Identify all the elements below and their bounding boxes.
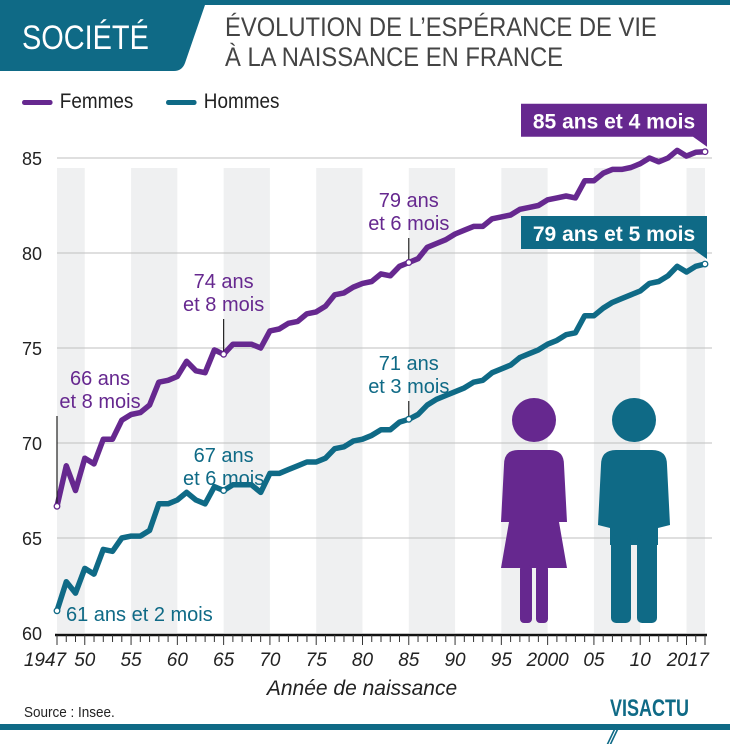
man-icon-leg	[611, 535, 631, 623]
background-stripe	[223, 168, 270, 633]
x-tick-label: 2000	[525, 650, 569, 671]
annotation-label-hommes: 67 ans	[194, 445, 254, 467]
woman-icon-body	[501, 450, 567, 568]
annotation-label-femmes: et 8 mois	[183, 294, 264, 316]
annotation-label-hommes: et 6 mois	[183, 468, 264, 490]
x-axis-label: Année de naissance	[265, 677, 457, 700]
annotation-label-femmes: 74 ans	[194, 271, 254, 293]
chart-title-line1: ÉVOLUTION DE L’ESPÉRANCE DE VIE	[225, 12, 657, 42]
y-tick-label: 70	[22, 434, 42, 454]
x-tick-label: 70	[259, 650, 281, 671]
x-tick-label: 55	[120, 650, 142, 671]
legend-label-hommes: Hommes	[203, 90, 280, 113]
woman-icon-head	[512, 398, 556, 442]
annotation-label-hommes: 71 ans	[379, 353, 439, 375]
annotation-marker-hommes	[53, 607, 61, 615]
annotation-marker-femmes	[53, 502, 61, 510]
background-stripe	[57, 168, 85, 633]
x-tick-label: 95	[491, 650, 513, 671]
annotation-label-femmes: et 6 mois	[368, 213, 449, 235]
annotation-label-hommes: et 3 mois	[368, 376, 449, 398]
legend-swatch-femmes	[22, 99, 53, 105]
chart-title: ÉVOLUTION DE L’ESPÉRANCE DE VIE À LA NAI…	[225, 12, 657, 72]
visactu-logo-text: VISACTU	[610, 695, 690, 722]
legend-item-hommes: Hommes	[165, 90, 280, 114]
woman-icon-leg	[536, 565, 548, 623]
annotation-label-hommes: 61 ans et 2 mois	[66, 604, 213, 626]
legend-label-femmes: Femmes	[59, 90, 134, 113]
annotation-label-femmes: 66 ans	[70, 368, 130, 390]
man-icon-head	[612, 398, 656, 442]
annotation-label-hommes: 79 ans et 5 mois	[533, 223, 695, 246]
background-stripe	[316, 168, 363, 633]
x-tick-label: 2017	[666, 650, 711, 671]
x-tick-label: 05	[583, 650, 605, 671]
man-icon-body	[598, 450, 670, 545]
series-line-femmes	[54, 147, 708, 510]
annotation-box-hommes	[521, 216, 707, 260]
x-tick-label: 60	[167, 650, 189, 671]
x-tick-label: 80	[352, 650, 374, 671]
man-icon	[598, 398, 670, 623]
woman-icon-leg	[520, 565, 532, 623]
woman-icon	[501, 398, 567, 623]
series-line-hommes	[54, 261, 708, 614]
annotation-marker-femmes	[220, 350, 228, 358]
category-tag-shape	[0, 5, 205, 71]
source-note: Source : Insee.	[24, 704, 115, 721]
x-tick-label: 1947	[24, 650, 68, 671]
y-tick-label: 60	[22, 624, 42, 644]
annotation-marker-femmes	[701, 148, 709, 156]
legend-item-femmes: Femmes	[22, 90, 133, 114]
top-bar	[0, 0, 730, 5]
x-tick-label: 90	[444, 650, 466, 671]
visactu-logo: VISACTU ⁄⁄	[610, 695, 700, 751]
y-tick-label: 65	[22, 529, 42, 549]
annotation-label-femmes: 79 ans	[379, 190, 439, 212]
annotation-marker-hommes	[701, 260, 709, 268]
y-tick-label: 80	[22, 244, 42, 264]
chart-area: 60 65 70 75 80 85 1947 50 55 60 65 70 75 80 85 90 95 2000…	[22, 103, 712, 700]
annotation-label-femmes: et 8 mois	[59, 391, 140, 413]
annotation-marker-hommes	[405, 415, 413, 423]
annotation-marker-femmes	[405, 259, 413, 266]
man-icon-leg	[637, 535, 657, 623]
annotation-marker-hommes	[220, 487, 228, 494]
x-tick-label: 50	[74, 650, 96, 671]
x-tick-label: 75	[306, 650, 328, 671]
chart-title-line2: À LA NAISSANCE EN FRANCE	[225, 42, 564, 72]
x-tick-label: 10	[630, 650, 652, 671]
category-tag-label: SOCIÉTÉ	[22, 19, 149, 57]
x-tick-label: 85	[398, 650, 420, 671]
background-stripe	[686, 168, 705, 633]
x-tick-label: 65	[213, 650, 235, 671]
annotation-label-femmes: 85 ans et 4 mois	[533, 111, 695, 134]
y-tick-label: 85	[22, 149, 42, 169]
category-tag: SOCIÉTÉ	[0, 5, 205, 71]
legend: Femmes Hommes	[22, 90, 312, 114]
y-tick-label: 75	[22, 339, 42, 359]
annotation-box-femmes	[521, 103, 707, 147]
bottom-bar	[0, 724, 730, 730]
legend-swatch-hommes	[165, 99, 197, 105]
